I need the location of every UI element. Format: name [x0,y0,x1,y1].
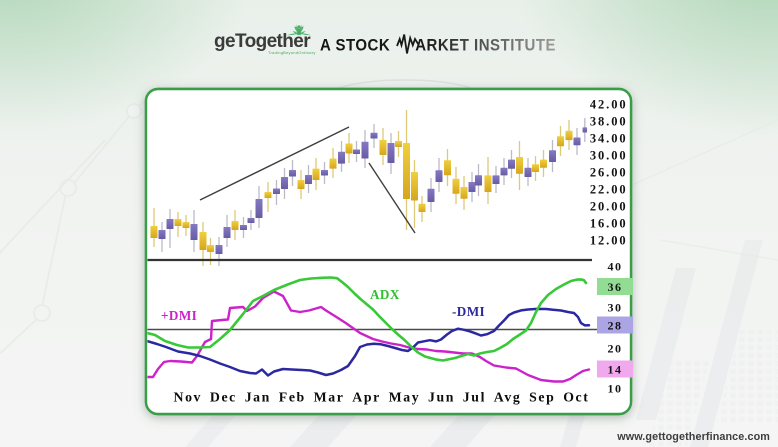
svg-text:30: 30 [608,301,623,315]
svg-text:36: 36 [608,280,623,294]
svg-text:Mar: Mar [314,390,345,405]
svg-text:30.00: 30.00 [590,149,628,163]
svg-text:Apr: Apr [352,390,381,405]
svg-text:12.00: 12.00 [590,234,628,248]
svg-text:Avg: Avg [494,390,522,405]
svg-text:Oct: Oct [563,390,589,405]
svg-text:May: May [389,390,421,405]
svg-text:26.00: 26.00 [590,166,628,180]
svg-text:14: 14 [608,363,623,377]
svg-text:ADX: ADX [370,287,400,302]
svg-text:Jan: Jan [245,390,271,405]
svg-text:40: 40 [608,260,623,274]
svg-text:28: 28 [608,319,623,333]
svg-text:Dec: Dec [210,390,237,405]
svg-text:Sep: Sep [529,390,555,405]
svg-text:42.00: 42.00 [590,98,628,112]
svg-text:-DMI: -DMI [452,304,485,319]
svg-text:Jun: Jun [428,390,455,405]
svg-text:+DMI: +DMI [161,308,197,323]
svg-text:38.00: 38.00 [590,115,628,129]
svg-text:34.00: 34.00 [590,132,628,146]
svg-text:22.00: 22.00 [590,183,628,197]
svg-text:Nov: Nov [174,390,203,405]
svg-text:10: 10 [608,382,623,396]
svg-text:20: 20 [608,342,623,356]
svg-text:20.00: 20.00 [590,200,628,214]
svg-text:Jul: Jul [463,390,486,405]
svg-text:Feb: Feb [279,390,306,405]
svg-text:16.00: 16.00 [590,217,628,231]
